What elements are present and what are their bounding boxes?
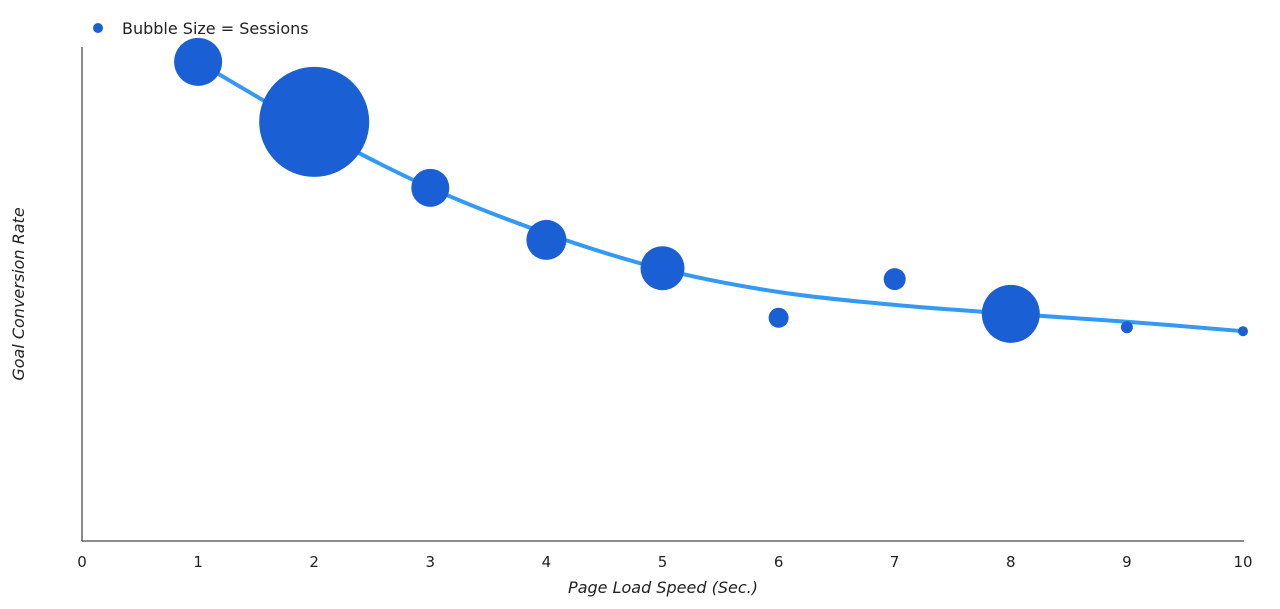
x-tick-label: 0: [77, 553, 87, 571]
bubble-point: [640, 246, 685, 291]
x-tick-label: 5: [658, 553, 668, 571]
trendline: [197, 60, 1244, 334]
bubble-point: [174, 37, 223, 86]
bubble-point: [1120, 321, 1133, 334]
bubbles: [174, 37, 1248, 343]
x-tick-label: 1: [193, 553, 203, 571]
bubble-point: [526, 219, 567, 260]
x-axis-label: Page Load Speed (Sec.): [568, 578, 758, 597]
legend-marker: [93, 23, 103, 33]
x-tick-labels: 0 1 2 3 4 5 6 7 8 9 10: [77, 553, 1252, 571]
bubble-point: [259, 66, 370, 177]
x-tick-label: 7: [890, 553, 900, 571]
bubble-point: [1238, 326, 1248, 337]
x-tick-label: 8: [1006, 553, 1016, 571]
bubble-point: [768, 307, 789, 328]
legend-label: Bubble Size = Sessions: [122, 19, 309, 38]
x-tick-label: 4: [542, 553, 552, 571]
legend: Bubble Size = Sessions: [93, 19, 309, 38]
x-tick-label: 3: [426, 553, 436, 571]
x-tick-label: 9: [1122, 553, 1132, 571]
bubble-point: [883, 268, 906, 291]
y-axis-label: Goal Conversion Rate: [9, 207, 28, 381]
bubble-point: [411, 168, 450, 207]
bubble-point: [981, 284, 1040, 343]
x-tick-label: 10: [1233, 553, 1252, 571]
x-tick-label: 6: [774, 553, 784, 571]
x-tick-label: 2: [309, 553, 319, 571]
